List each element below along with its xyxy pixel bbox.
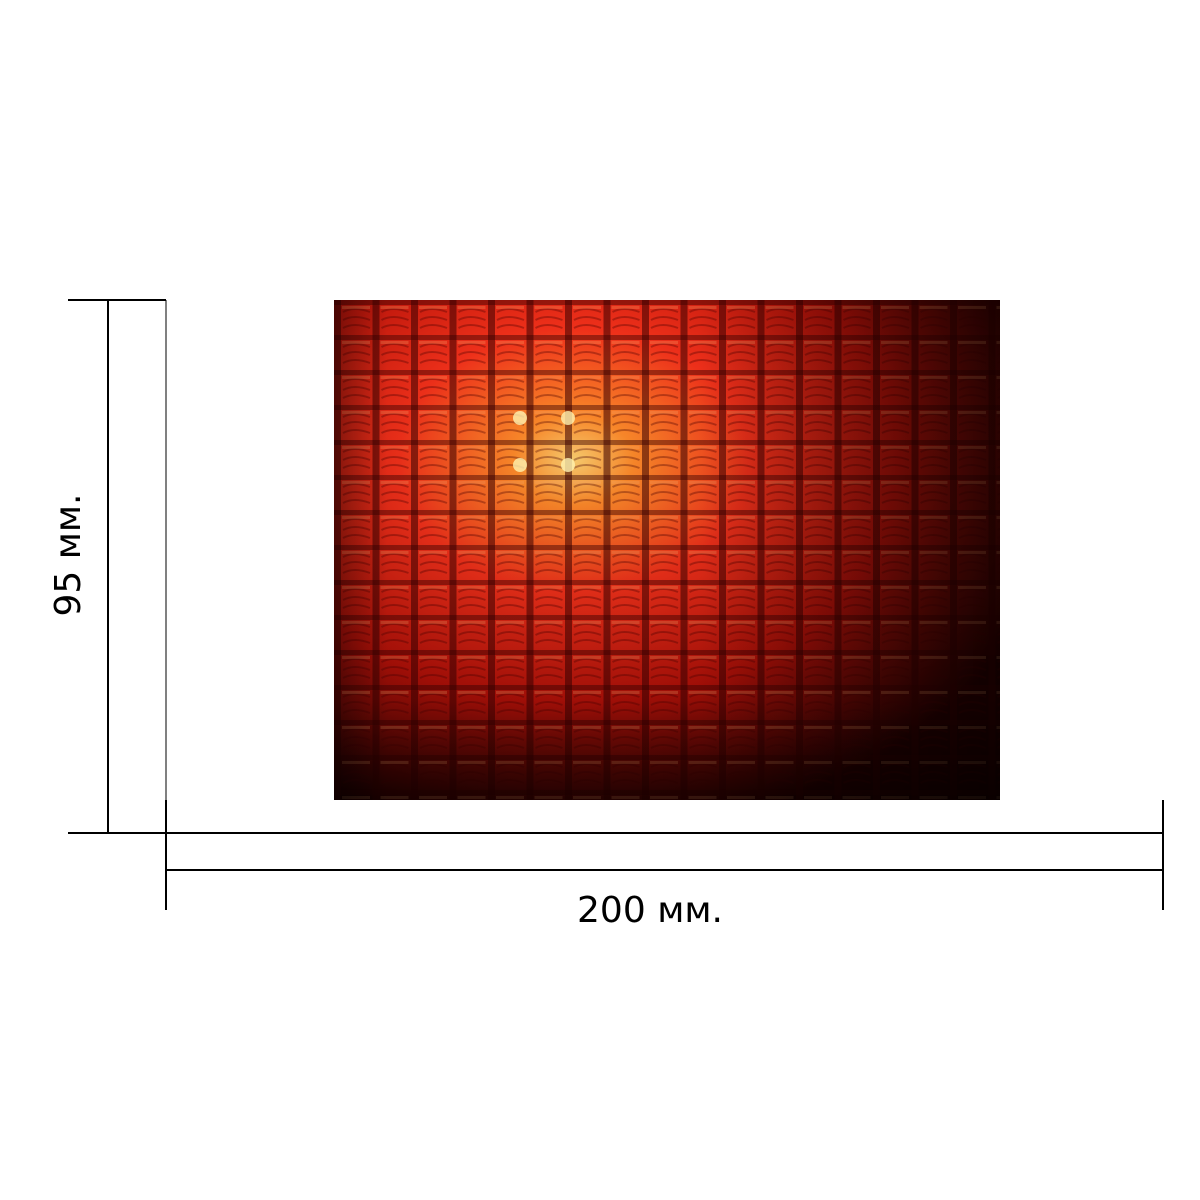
- highlight: [513, 458, 527, 472]
- highlight: [561, 411, 575, 425]
- lens-shade: [334, 300, 1000, 800]
- width-dimension: 200 мм.: [165, 800, 1164, 931]
- height-label: 95 мм.: [48, 493, 89, 616]
- highlight: [513, 411, 527, 425]
- height-dimension: 95 мм.: [48, 299, 167, 834]
- product-photo: [334, 300, 1000, 800]
- highlight: [561, 458, 575, 472]
- width-label: 200 мм.: [577, 890, 723, 931]
